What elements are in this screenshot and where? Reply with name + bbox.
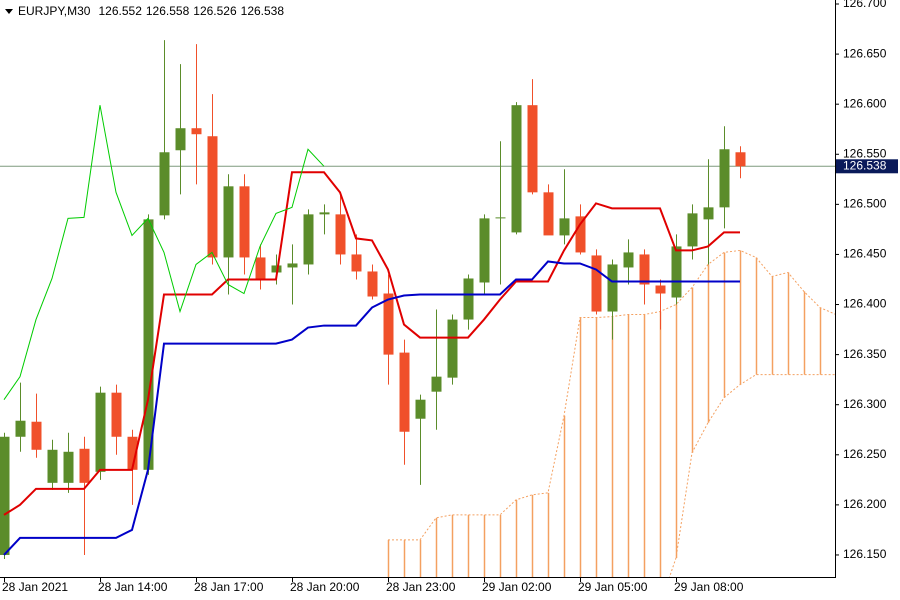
y-tick-label: 126.550	[843, 146, 887, 160]
candle-body	[607, 264, 618, 312]
open-value: 126.552	[98, 4, 142, 18]
candle-body	[527, 105, 538, 193]
candle-body	[0, 436, 10, 555]
candle-body	[655, 285, 666, 294]
candle-body	[735, 152, 746, 167]
candle-body	[591, 255, 602, 312]
symbol-name: EURJPY,M30	[18, 4, 91, 18]
candle-body	[79, 448, 90, 483]
candle-body	[367, 271, 378, 297]
x-tick-label: 28 Jan 14:00	[98, 580, 168, 594]
candle-body	[623, 252, 634, 268]
high-value: 126.558	[146, 4, 190, 18]
candle-body	[383, 293, 394, 355]
y-tick-label: 126.650	[843, 46, 887, 60]
x-tick-label: 29 Jan 02:00	[482, 580, 552, 594]
y-tick-label: 126.350	[843, 347, 887, 361]
y-tick-label: 126.450	[843, 247, 887, 261]
y-tick-label: 126.700	[843, 0, 887, 10]
candle-body	[255, 257, 266, 280]
y-tick-label: 126.200	[843, 497, 887, 511]
price-label: 126.538	[843, 158, 887, 172]
candle-body	[111, 392, 122, 437]
candle-body	[495, 217, 506, 219]
candle-body	[671, 246, 682, 298]
indicator-line	[3, 171, 740, 516]
x-tick-label: 28 Jan 20:00	[290, 580, 360, 594]
candle-body	[447, 319, 458, 378]
candle-body	[703, 207, 714, 220]
candle-body	[479, 218, 490, 283]
candle-body	[575, 216, 586, 253]
candle-body	[175, 128, 186, 151]
y-tick-label: 126.250	[843, 447, 887, 461]
close-value: 126.538	[241, 4, 285, 18]
y-tick-label: 126.150	[843, 547, 887, 561]
candle-body	[463, 278, 474, 320]
y-tick-label: 126.600	[843, 96, 887, 110]
indicator-line	[3, 105, 325, 400]
candle-body	[303, 214, 314, 265]
candle-body	[719, 149, 730, 208]
symbol: EURJPY,M30 126.552 126.558 126.526 126.538	[18, 4, 284, 18]
candle-body	[431, 376, 442, 392]
x-tick-label: 29 Jan 08:00	[674, 580, 744, 594]
dropdown-icon[interactable]	[5, 9, 13, 14]
candle-body	[159, 152, 170, 216]
plot-area	[0, 40, 835, 577]
candle-body	[559, 218, 570, 236]
x-tick-label: 28 Jan 2021	[2, 580, 68, 594]
candle-body	[31, 421, 42, 450]
candle-body	[319, 212, 330, 215]
candle-body	[47, 449, 58, 483]
x-tick-label: 29 Jan 05:00	[578, 580, 648, 594]
x-tick-label: 28 Jan 23:00	[386, 580, 456, 594]
candle-body	[223, 186, 234, 258]
header: EURJPY,M30 126.552 126.558 126.526 126.538	[5, 4, 284, 18]
candle-body	[287, 263, 298, 268]
candle-body	[399, 352, 410, 432]
candle-body	[127, 436, 138, 470]
candle-body	[95, 392, 106, 472]
candle-body	[207, 136, 218, 258]
candle-body	[335, 214, 346, 255]
candle-body	[543, 192, 554, 236]
price-label-box	[836, 159, 898, 174]
candle-body	[15, 420, 26, 437]
candle-body	[271, 265, 282, 273]
candle-body	[191, 128, 202, 135]
candle-body	[63, 451, 74, 483]
candle-body	[687, 213, 698, 247]
candle-body	[351, 254, 362, 272]
candle-body	[239, 186, 250, 258]
candle-body	[511, 105, 522, 233]
low-value: 126.526	[193, 4, 237, 18]
y-tick-label: 126.500	[843, 197, 887, 211]
candle-body	[143, 219, 154, 470]
y-tick-label: 126.300	[843, 397, 887, 411]
candle-body	[639, 254, 650, 285]
candle-body	[415, 399, 426, 419]
y-tick-label: 126.400	[843, 297, 887, 311]
x-tick-label: 28 Jan 17:00	[194, 580, 264, 594]
cloud-lower	[669, 374, 835, 577]
indicator-line	[3, 260, 740, 556]
